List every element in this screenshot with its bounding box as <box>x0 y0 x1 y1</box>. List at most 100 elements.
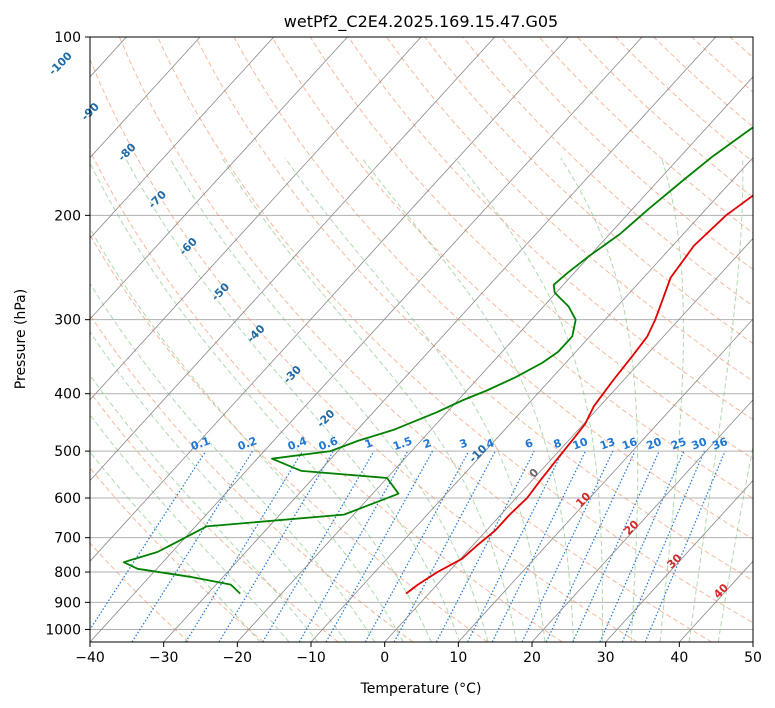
mixing-ratio-label: 0.6 <box>317 434 340 453</box>
dry-adiabat-line <box>90 391 339 642</box>
x-tick-label: −20 <box>223 650 253 666</box>
x-axis-ticks: −40 −30 −20 −10 0 10 20 30 40 50 <box>75 642 762 666</box>
isotherm-line <box>163 37 717 642</box>
mixing-ratio-line <box>131 450 254 642</box>
y-tick-label: 600 <box>54 491 81 507</box>
isotherm-line <box>90 37 422 401</box>
mixing-ratio-line <box>521 450 614 642</box>
dry-adiabat-line <box>118 37 712 642</box>
moist-adiabat-line <box>560 157 639 642</box>
mixing-ratio-label: 25 <box>669 435 688 452</box>
x-tick-label: 10 <box>449 650 467 666</box>
mixing-ratio-label: 0.4 <box>286 434 309 453</box>
dry-adiabat-line <box>90 58 638 642</box>
x-tick-label: −10 <box>296 650 326 666</box>
mixing-ratio-label: 4 <box>484 436 496 451</box>
dry-adiabat-line <box>309 37 753 460</box>
y-axis-label: Pressure (hPa) <box>13 289 29 389</box>
mixing-ratio-label: 2 <box>422 436 434 451</box>
y-tick-label: 300 <box>54 313 81 329</box>
x-tick-label: 30 <box>597 650 615 666</box>
y-tick-label: 200 <box>54 208 81 224</box>
x-tick-label: 20 <box>523 650 541 666</box>
mixing-ratio-label: 0.1 <box>189 434 212 453</box>
moist-adiabat-line <box>90 374 319 642</box>
moist-adiabat-line <box>659 157 684 642</box>
dewpoint-profile-line <box>122 126 753 595</box>
moist-adiabat-line <box>717 444 753 642</box>
moist-adiabat-line <box>90 414 290 642</box>
moist-adiabats <box>90 157 753 642</box>
dry-adiabat-line <box>157 37 753 624</box>
mixing-ratio-label: 36 <box>710 435 729 453</box>
mixing-ratio-line <box>644 450 726 642</box>
x-axis-label: Temperature (°C) <box>360 681 482 697</box>
moist-adiabat-line <box>169 157 489 642</box>
moist-adiabat-line <box>90 227 404 642</box>
mixing-ratio-line <box>185 450 304 642</box>
x-tick-label: −30 <box>149 650 179 666</box>
mixing-ratio-label: 20 <box>645 435 664 453</box>
mixing-ratio-line <box>393 450 496 642</box>
mixing-ratio-line <box>435 450 535 642</box>
temperature-profile-line <box>405 194 753 595</box>
mixing-ratio-label: 8 <box>552 436 564 451</box>
moist-adiabat-line <box>361 157 575 642</box>
mixing-ratio-line <box>466 450 564 642</box>
isotherm-line <box>90 37 348 320</box>
dry-adiabat-line <box>195 37 753 582</box>
y-tick-label: 100 <box>54 30 81 46</box>
isotherm-line <box>90 37 496 482</box>
isotherm-line <box>90 37 569 562</box>
mixing-ratio-label: 1.5 <box>391 434 414 453</box>
mixing-ratio-line <box>90 450 207 631</box>
dry-adiabat-line <box>271 37 753 500</box>
mixing-ratio-line <box>491 450 586 642</box>
isotherm-line <box>531 399 753 642</box>
moist-adiabat-line <box>90 161 432 642</box>
mixing-ratio-line <box>325 450 434 642</box>
isotherm-line <box>237 76 753 642</box>
plot-frame <box>89 36 754 643</box>
mixing-ratio-label: 6 <box>523 436 535 451</box>
mixing-ratio-label: 1 <box>363 436 375 451</box>
y-tick-label: 500 <box>54 444 81 460</box>
isotherm-line <box>458 318 753 642</box>
dry-adiabat-line <box>386 37 753 382</box>
isotherm-line <box>90 37 275 239</box>
isotherm-line <box>384 237 753 642</box>
x-tick-label: 40 <box>670 650 688 666</box>
moist-adiabat-line <box>284 157 546 642</box>
y-tick-label: 1000 <box>45 622 81 638</box>
isotherm-line <box>90 37 201 159</box>
y-tick-label: 800 <box>54 565 81 581</box>
x-tick-label: −40 <box>75 650 105 666</box>
skewed-isotherms <box>90 37 753 642</box>
y-axis-ticks: 100 200 300 400 500 600 700 800 900 1000 <box>45 30 90 638</box>
moist-adiabat-line <box>90 451 261 642</box>
isotherm-line <box>605 479 753 642</box>
profile-series <box>122 126 753 595</box>
moist-adiabat-line <box>90 331 347 642</box>
isotherm-line <box>90 37 643 642</box>
mixing-ratio-label: 10 <box>571 435 590 453</box>
mixing-ratio-line <box>364 450 470 642</box>
dry-adiabat-line <box>90 313 414 642</box>
mixing-ratio-label: 3 <box>458 436 470 451</box>
chart-title: wetPf2_C2E4.2025.169.15.47.G05 <box>284 12 558 32</box>
mixing-ratio-label: 30 <box>690 435 709 453</box>
mixing-ratio-label: 16 <box>620 435 639 453</box>
y-tick-label: 700 <box>54 531 81 547</box>
moist-adiabat-line <box>221 157 517 642</box>
dry-adiabat-line <box>90 149 563 642</box>
y-tick-label: 900 <box>54 595 81 611</box>
mixing-ratio-label: 13 <box>598 435 617 452</box>
mixing-ratio-label: 0.2 <box>236 434 259 453</box>
x-tick-label: 0 <box>380 650 389 666</box>
isotherm-line <box>310 157 753 642</box>
y-tick-label: 400 <box>54 387 81 403</box>
x-tick-label: 50 <box>744 650 762 666</box>
grid-layer <box>90 37 753 630</box>
